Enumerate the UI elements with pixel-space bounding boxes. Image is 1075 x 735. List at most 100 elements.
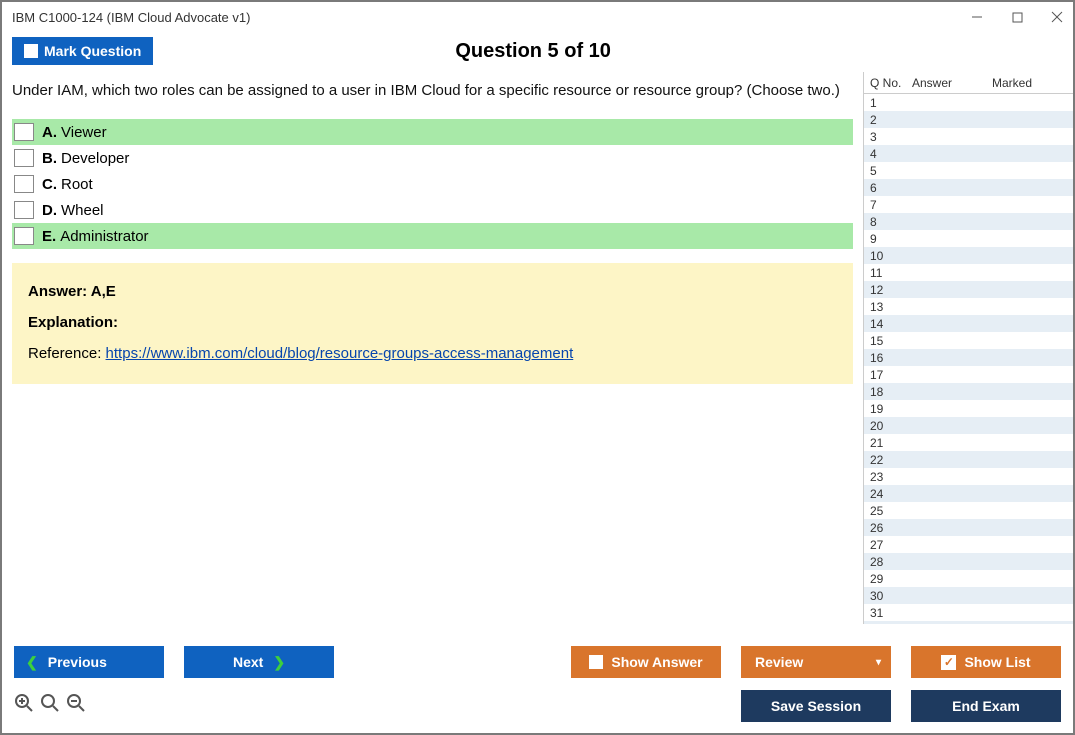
list-row[interactable]: 31 [864,604,1073,621]
option-text: Viewer [61,124,107,141]
list-row[interactable]: 29 [864,570,1073,587]
next-button[interactable]: Next ❯ [184,646,334,678]
list-row[interactable]: 18 [864,383,1073,400]
end-label: End Exam [952,698,1020,714]
row-number: 19 [864,402,912,416]
next-label: Next [233,654,263,670]
option-checkbox[interactable] [14,175,34,193]
mark-question-button[interactable]: Mark Question [12,37,153,65]
show-answer-button[interactable]: Show Answer [571,646,721,678]
explanation-label: Explanation: [28,314,837,331]
list-row[interactable]: 19 [864,400,1073,417]
option-text: Root [61,176,93,193]
list-row[interactable]: 4 [864,145,1073,162]
zoom-reset-icon[interactable] [14,693,34,719]
row-number: 26 [864,521,912,535]
row-number: 21 [864,436,912,450]
row-number: 25 [864,504,912,518]
window-controls [969,9,1065,25]
list-row[interactable]: 3 [864,128,1073,145]
list-row[interactable]: 10 [864,247,1073,264]
row-number: 30 [864,589,912,603]
option-checkbox[interactable] [14,123,34,141]
list-row[interactable]: 20 [864,417,1073,434]
list-row[interactable]: 27 [864,536,1073,553]
options-list: A. ViewerB. DeveloperC. RootD. WheelE. A… [12,119,853,249]
row-number: 23 [864,470,912,484]
question-list[interactable]: 1234567891011121314151617181920212223242… [864,94,1073,624]
option-row[interactable]: A. Viewer [12,119,853,145]
row-number: 13 [864,300,912,314]
option-letter: A. [42,124,57,141]
list-row[interactable]: 32 [864,621,1073,624]
mark-checkbox-icon [24,44,38,58]
list-row[interactable]: 9 [864,230,1073,247]
reference-prefix: Reference: [28,345,106,362]
list-row[interactable]: 14 [864,315,1073,332]
list-row[interactable]: 25 [864,502,1073,519]
row-number: 17 [864,368,912,382]
row-number: 29 [864,572,912,586]
option-row[interactable]: C. Root [12,171,853,197]
row-number: 18 [864,385,912,399]
list-row[interactable]: 13 [864,298,1073,315]
chevron-right-icon: ❯ [273,654,285,671]
save-session-button[interactable]: Save Session [741,690,891,722]
reference-link[interactable]: https://www.ibm.com/cloud/blog/resource-… [106,345,574,362]
list-row[interactable]: 8 [864,213,1073,230]
list-row[interactable]: 17 [864,366,1073,383]
list-header: Q No. Answer Marked [864,72,1073,94]
list-row[interactable]: 30 [864,587,1073,604]
row-number: 14 [864,317,912,331]
list-row[interactable]: 12 [864,281,1073,298]
review-dropdown[interactable]: Review ▾ [741,646,891,678]
option-checkbox[interactable] [14,201,34,219]
row-number: 24 [864,487,912,501]
list-row[interactable]: 15 [864,332,1073,349]
option-row[interactable]: E. Administrator [12,223,853,249]
list-row[interactable]: 28 [864,553,1073,570]
reference-line: Reference: https://www.ibm.com/cloud/blo… [28,345,837,362]
list-row[interactable]: 11 [864,264,1073,281]
zoom-controls [14,693,86,719]
list-row[interactable]: 5 [864,162,1073,179]
row-number: 7 [864,198,912,212]
show-list-label: Show List [964,654,1030,670]
list-row[interactable]: 24 [864,485,1073,502]
row-number: 6 [864,181,912,195]
answer-box: Answer: A,E Explanation: Reference: http… [12,263,853,384]
show-checkbox-icon [589,655,603,669]
maximize-icon[interactable] [1009,9,1025,25]
row-number: 9 [864,232,912,246]
list-row[interactable]: 21 [864,434,1073,451]
list-row[interactable]: 26 [864,519,1073,536]
row-number: 11 [864,266,912,280]
option-checkbox[interactable] [14,227,34,245]
row-number: 12 [864,283,912,297]
row-number: 27 [864,538,912,552]
question-list-panel: Q No. Answer Marked 12345678910111213141… [863,72,1073,624]
option-checkbox[interactable] [14,149,34,167]
show-list-button[interactable]: ✓ Show List [911,646,1061,678]
main-body: Under IAM, which two roles can be assign… [2,72,1073,624]
list-row[interactable]: 23 [864,468,1073,485]
list-row[interactable]: 2 [864,111,1073,128]
close-icon[interactable] [1049,9,1065,25]
footer: ❮ Previous Next ❯ Show Answer Review ▾ ✓… [2,637,1073,733]
review-label: Review [755,654,803,670]
zoom-in-icon[interactable] [40,693,60,719]
row-number: 8 [864,215,912,229]
list-row[interactable]: 16 [864,349,1073,366]
list-row[interactable]: 1 [864,94,1073,111]
option-row[interactable]: D. Wheel [12,197,853,223]
list-row[interactable]: 7 [864,196,1073,213]
end-exam-button[interactable]: End Exam [911,690,1061,722]
list-row[interactable]: 6 [864,179,1073,196]
list-row[interactable]: 22 [864,451,1073,468]
minimize-icon[interactable] [969,9,985,25]
zoom-out-icon[interactable] [66,693,86,719]
previous-button[interactable]: ❮ Previous [14,646,164,678]
option-row[interactable]: B. Developer [12,145,853,171]
option-letter: B. [42,150,57,167]
question-text: Under IAM, which two roles can be assign… [12,80,853,101]
